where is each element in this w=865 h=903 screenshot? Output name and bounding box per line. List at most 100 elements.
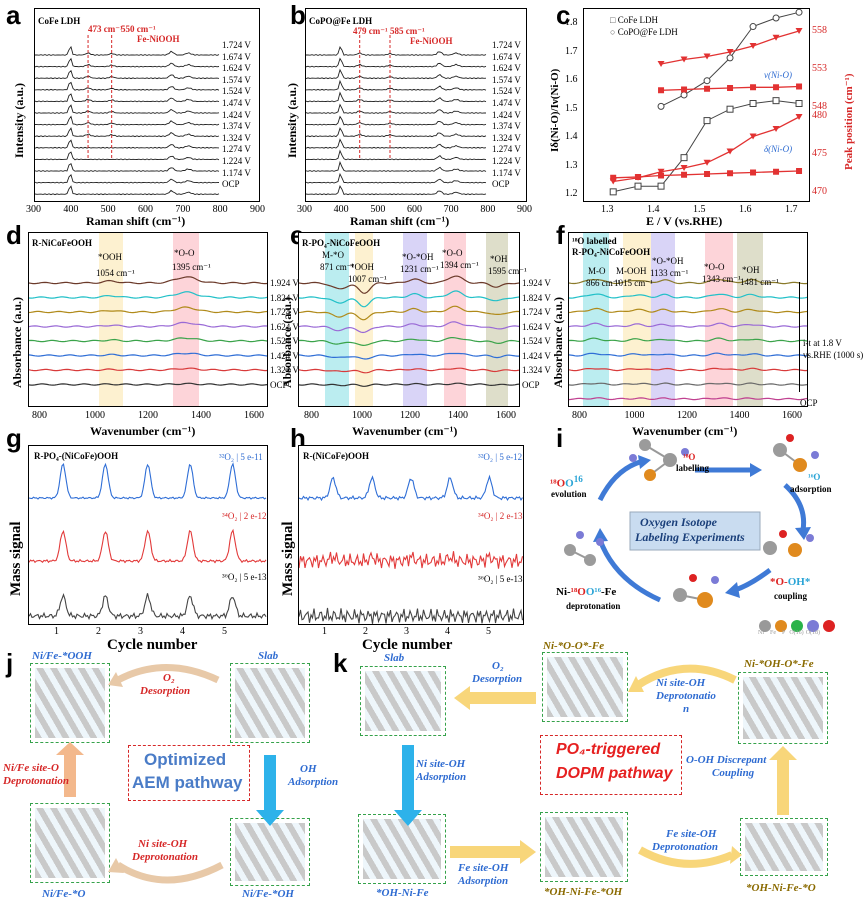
raman-b-potential-9: 1.274 V [492,144,521,155]
j-box-bottom-left [30,803,110,883]
ms-g-xtick-3: 4 [180,626,185,637]
svg-b-spectrum-5 [306,103,487,114]
raman-a-phase: Fe-NiOOH [137,34,180,44]
band-ooh-f [651,233,675,406]
raman-a-xtick-5: 800 [212,204,228,215]
peak-delta-copo-point-2 [657,168,665,175]
ir-frame-f [568,232,808,407]
svg-f-spectrum-2 [569,307,807,314]
i-legend-o18: O(18) [805,630,821,636]
ir-e-potential-2: 1.724 V [522,307,551,317]
raman-b-phase: Fe-NiOOH [410,36,453,46]
i-adsorption: adsorption [790,484,832,494]
ir-e-potential-0: 1.924 V [522,278,551,288]
i-legend-ni: Ni [758,630,764,636]
peak-nu-copo-point-2 [657,61,665,67]
panel-label-i: i [556,423,564,453]
peak-delta-copo-point-7 [772,126,780,132]
svg-a-spectrum-0 [35,45,220,56]
k-arrow-ads-bottom [450,846,520,858]
j-center-1: Optimized [144,750,227,769]
raman-a-potential-8: 1.324 V [222,132,251,143]
ir-f-title2: R-PO₄-NiCoFeOOH [572,247,651,257]
ratio-c-ytick-rt-0: 558 [812,25,827,36]
ms-h-xtick-4: 5 [486,626,491,637]
ir-e-potential-7: OCP [522,379,540,390]
ms-frame-h [298,445,524,625]
k-box-slab [360,666,446,736]
ir-d-xtick-2: 1200 [138,410,158,421]
j-arrow-bottom-head [108,858,124,873]
raman-b-potential-1: 1.674 V [492,51,521,62]
legend-c-2: ○ CoPO@Fe LDH [610,27,678,37]
k-state-ohnio: *OH-Ni-Fe-*O [746,882,816,894]
ratio-cofe-point-0 [609,188,617,196]
ratio-cofe-point-1 [634,182,642,190]
ir-e-band-1-value: 1007 cm⁻¹ [348,274,387,284]
ms-h-s3-scale: 5 e-13 [499,574,523,584]
ir-e-band-3-name: *O-O [442,248,463,258]
svg-e-spectrum-1 [299,290,519,308]
panel-label-h: h [290,423,306,453]
svg-b-spectrum-4 [306,91,487,103]
panel-label-a: a [6,0,21,30]
raman-b-xtick-1: 400 [333,204,349,215]
raman-a-xtick-6: 900 [250,204,265,215]
i-coupling-formula: *O-OH* [770,576,810,588]
ir-f-xtick-3: 1400 [729,410,750,421]
ms-g-s3: ³⁶O₂ | 5 e-13 [222,572,267,582]
ratio-c-ytick-rt-2: 548 [812,101,827,112]
peak-delta-cofe-point-7 [773,168,780,175]
svg-f-spectrum-3 [569,322,807,328]
band-mooh-f [623,233,651,406]
panel-label-f: f [556,220,565,250]
svg-g-trace-1 [29,528,267,564]
svg-b-spectrum-2 [306,68,487,80]
band-mo-e [325,233,349,406]
ir-frame-d [28,232,268,407]
k-center-2: DOPM pathway [556,765,673,782]
i-ni-c: ¹⁶ [594,586,601,598]
svg-d-spectrum-6 [29,367,267,372]
svg-g-trace-2 [29,593,267,621]
ir-d-potential-2: 1.724 V [270,307,299,317]
ms-h-title: R-(NiCoFe)OOH [303,451,369,461]
raman-b-peak1: 479 cm⁻¹ [353,26,388,36]
ir-d-potential-6: 1.324 V [270,365,299,375]
k-a2a: Ni site-OH [656,677,706,689]
ir-e-band-0-name: M-*O [322,250,344,260]
k-arrow-ads-left-head [394,810,422,826]
svg-f-spectrum-1 [569,293,807,299]
svg-b-spectrum-1 [306,57,487,68]
ratio-plot-c [609,9,803,196]
ir-f-band-0-value: 866 cm⁻¹ [586,278,621,288]
raman-a-xtick-2: 500 [100,204,116,215]
k-state-slab: Slab [384,652,405,664]
j-state-tl: Ni/Fe-*OOH [32,650,92,662]
ir-f-band-3-value: 1343 cm⁻¹ [702,274,741,284]
element-legend [759,620,835,632]
svg-f-spectrum-4 [569,337,807,343]
raman-b-potential-6: 1.424 V [492,109,521,120]
raman-a-potential-1: 1.674 V [222,51,251,62]
j-right-2: Adsorption [288,776,339,788]
ratio-c-ytick-left-5: 1.7 [565,45,578,57]
svg-h-trace-2 [299,607,523,624]
svg-d-spectrum-1 [29,291,267,299]
ratio-c-xtick-3: 1.6 [739,204,752,215]
k-arrow-coupling [777,760,789,815]
ms-h-xtick-1: 2 [363,626,368,637]
ms-h-s1: ³²O₂ | 5 e-12 [478,452,523,462]
svg-f-spectrum-0 [569,278,807,285]
i-evolution: evolution [551,489,587,499]
raman-a-xtick-1: 400 [63,204,79,215]
peak-nu-copo-point-8 [795,28,803,34]
ratio-c-xlabel: E / V (vs.RHE) [646,214,723,228]
j-arrow-top [116,664,220,684]
i-ni-post: -Fe [601,586,617,598]
i-o16-label: ¹⁶O [808,472,821,482]
peak-delta-copo-point-3 [680,165,688,171]
ms-g-s2-scale: 2 e-12 [243,511,267,521]
raman-b-potential-5: 1.474 V [492,98,521,108]
peak-nu-copo-point-4 [703,53,711,60]
